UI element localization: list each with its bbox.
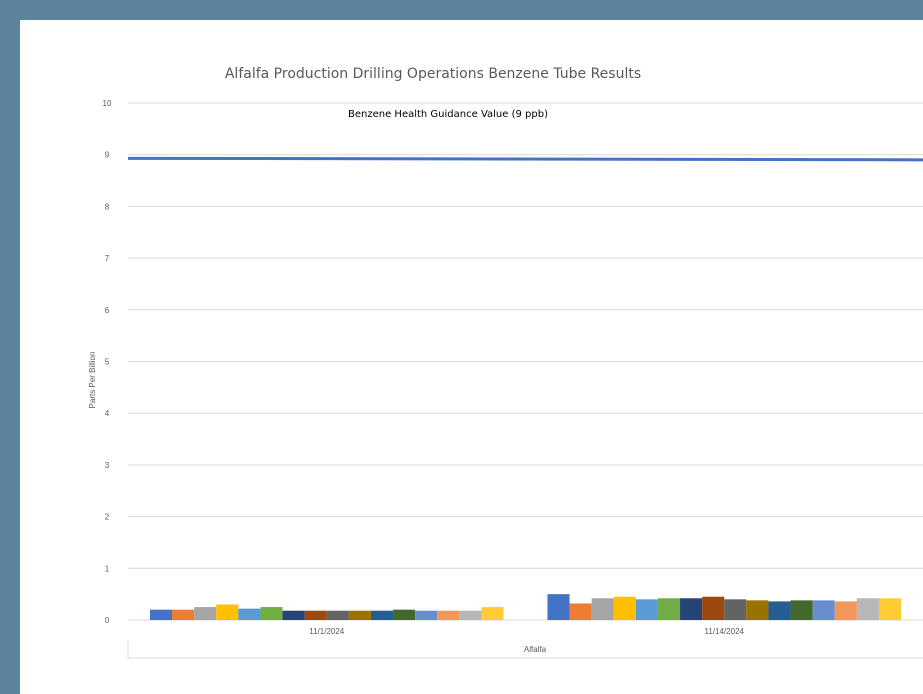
y-tick-label: 9 (105, 151, 110, 160)
bar (790, 600, 813, 620)
bar (393, 609, 416, 620)
y-tick-label: 10 (103, 99, 112, 108)
bar (459, 610, 482, 620)
bar (635, 599, 658, 620)
bar (260, 607, 283, 620)
bar (149, 609, 173, 620)
bars (149, 594, 902, 620)
bar (680, 598, 703, 620)
bar (304, 610, 327, 620)
bar (238, 608, 261, 620)
bar (768, 601, 791, 620)
y-tick-label: 8 (105, 202, 110, 211)
bar (591, 598, 614, 620)
y-tick-label: 5 (105, 358, 110, 367)
bar (415, 610, 438, 620)
bar (348, 610, 371, 620)
bar (370, 610, 394, 620)
y-tick-label: 4 (105, 409, 110, 418)
y-tick-label: 6 (105, 306, 110, 315)
y-tick-label: 7 (105, 254, 110, 263)
chart-title: Alfalfa Production Drilling Operations B… (225, 66, 641, 82)
y-tick-label: 0 (105, 616, 110, 625)
chart-panel: Alfalfa Production Drilling Operations B… (20, 20, 923, 694)
bar (613, 596, 636, 620)
bar (569, 603, 592, 620)
x-axis-label: Alfalfa (524, 645, 547, 654)
y-tick-labels: 0 1 2 3 4 5 6 7 8 9 10 (103, 99, 112, 625)
bar (746, 600, 769, 620)
guidance-value-line (127, 156, 923, 162)
bar (856, 598, 879, 620)
bar (172, 609, 195, 620)
bar (326, 610, 349, 620)
bar (481, 607, 504, 620)
guidance-value-label: Benzene Health Guidance Value (9 ppb) (348, 109, 548, 120)
bar (657, 598, 681, 620)
bar (812, 600, 835, 620)
y-axis-label: Parts Per Billion (88, 352, 97, 409)
bar (834, 601, 857, 620)
y-tick-label: 3 (105, 461, 110, 470)
y-tick-label: 2 (105, 513, 110, 522)
x-category-labels: 11/1/2024 11/14/2024 (309, 627, 744, 636)
y-tick-label: 1 (105, 564, 110, 573)
benzene-chart: Alfalfa Production Drilling Operations B… (88, 66, 923, 659)
bar (702, 596, 725, 620)
bar (437, 610, 460, 620)
bar (878, 598, 902, 620)
bar (282, 610, 305, 620)
bar (724, 599, 747, 620)
bar (216, 604, 239, 620)
gridlines (128, 102, 923, 621)
bar (547, 594, 570, 620)
x-category-label: 11/14/2024 (705, 627, 745, 636)
x-category-label: 11/1/2024 (309, 627, 345, 636)
bar (194, 607, 217, 620)
